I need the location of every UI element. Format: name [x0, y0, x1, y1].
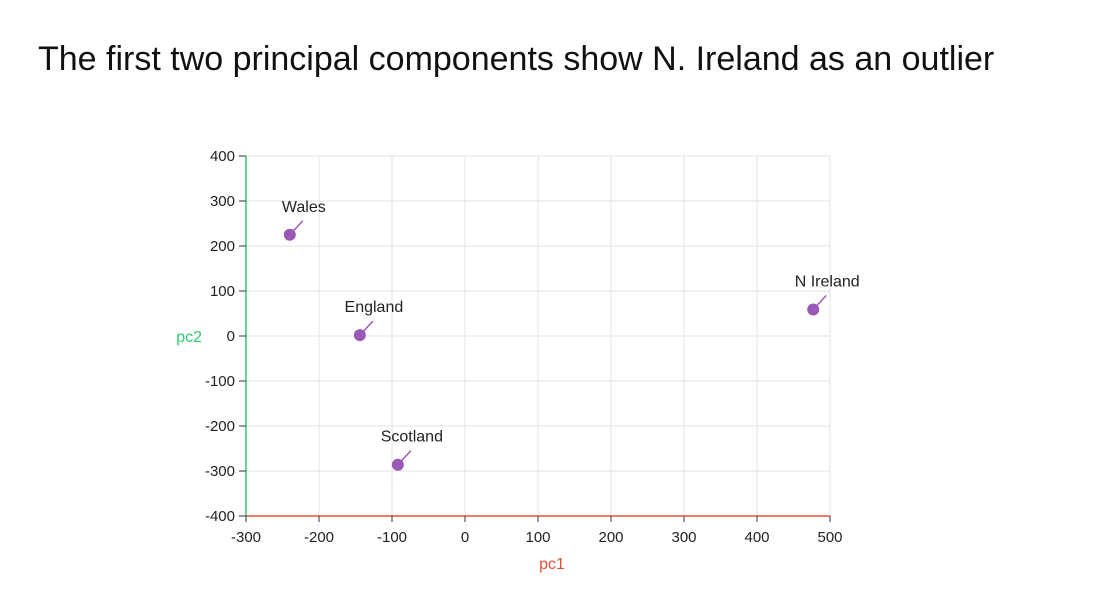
y-tick-label: -400 [205, 508, 235, 525]
data-point [391, 458, 404, 471]
slide-title: The first two principal components show … [38, 40, 995, 78]
y-tick-label: 300 [210, 193, 235, 210]
y-tick-label: 0 [227, 328, 235, 345]
x-tick-label: -200 [304, 529, 334, 546]
data-point [283, 228, 296, 241]
y-axis-title: pc2 [176, 329, 202, 346]
grid-lines [246, 155, 831, 516]
y-tick-label: 400 [210, 148, 235, 165]
point-label: N Ireland [795, 273, 860, 290]
point-label: England [345, 299, 404, 316]
y-tick-label: -200 [205, 418, 235, 435]
x-tick-label: -100 [377, 529, 407, 546]
data-point [807, 303, 820, 316]
x-tick-label: 200 [598, 529, 623, 546]
x-tick-label: 500 [817, 529, 842, 546]
y-tick-label: 200 [210, 238, 235, 255]
y-tick-label: -300 [205, 463, 235, 480]
x-tick-label: -300 [231, 529, 261, 546]
x-axis-title: pc1 [539, 556, 565, 573]
axes: -400 -300 -200 -100 0 100 200 300 400 -300 -200 -10… [205, 148, 843, 546]
data-points: Wales England Scotland N Ireland [282, 199, 860, 471]
point-label: Scotland [381, 429, 443, 446]
y-tick-label: -100 [205, 373, 235, 390]
x-tick-label: 0 [461, 529, 469, 546]
y-tick-label: 100 [210, 283, 235, 300]
point-label: Wales [282, 199, 326, 216]
x-tick-label: 300 [671, 529, 696, 546]
x-tick-label: 400 [744, 529, 769, 546]
x-tick-label: 100 [525, 529, 550, 546]
data-point [353, 329, 366, 342]
